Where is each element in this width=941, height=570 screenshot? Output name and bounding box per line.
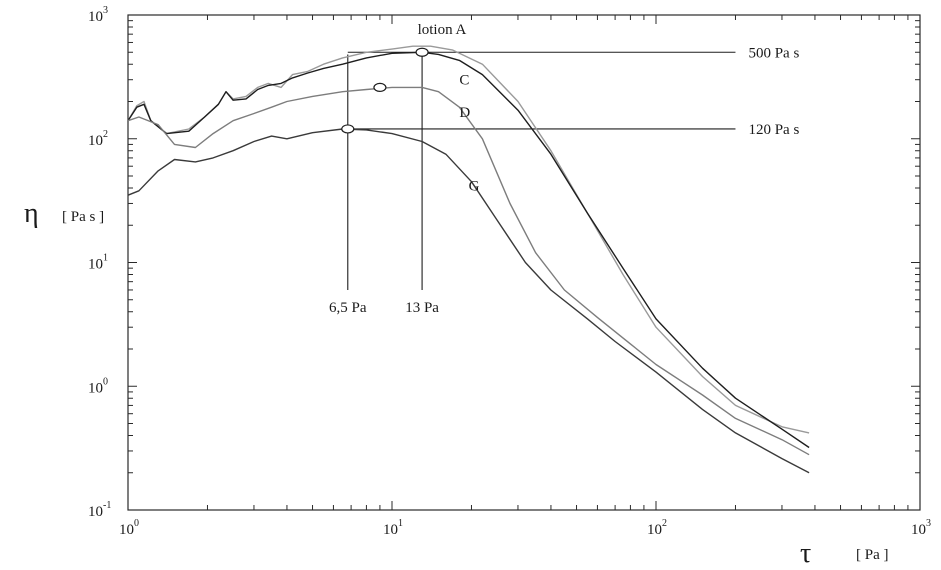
curve-label: C (459, 73, 469, 89)
marker-point (341, 124, 355, 134)
reference-line-label: 120 Pa s (748, 122, 799, 138)
tick-marks (127, 15, 920, 511)
reference-line-label: 500 Pa s (748, 45, 799, 61)
curve-label: G (469, 178, 480, 194)
y-axis-unit: [ Pa s ] (62, 209, 104, 225)
x-tick-label: 100 (119, 518, 139, 538)
y-tick-label: 103 (88, 5, 108, 25)
x-axis-symbol: τ (800, 538, 811, 569)
annotation-labels: 500 Pa s 120 Pa s 6,5 Pa 13 Pa lotion A CD G (329, 22, 799, 316)
curve-label: lotion A (418, 22, 467, 38)
series-line (127, 51, 810, 449)
x-tick-label: 102 (647, 518, 667, 538)
y-tick-label: 100 (88, 376, 108, 396)
vertical-marker-label: 13 Pa (405, 300, 439, 316)
y-tick-label: 101 (88, 253, 108, 273)
x-axis-unit: [ Pa ] (856, 547, 889, 563)
series-line (127, 45, 810, 434)
curve-label: D (459, 105, 470, 121)
x-tick-label: 103 (911, 518, 931, 538)
series-curves (127, 45, 810, 474)
series-line (127, 128, 810, 474)
series-line (127, 86, 810, 456)
tick-labels: 100 101 102 103 10-1 100 101 102 103 (88, 5, 931, 538)
marker-points (341, 47, 429, 134)
marker-point (373, 82, 387, 92)
marker-point (415, 47, 429, 57)
plot-frame (127, 14, 921, 511)
x-tick-label: 101 (383, 518, 403, 538)
vertical-marker-label: 6,5 Pa (329, 300, 367, 316)
reference-lines (347, 51, 736, 290)
y-tick-label: 10-1 (88, 500, 111, 520)
y-tick-label: 102 (88, 129, 108, 149)
y-axis-symbol: η (24, 198, 39, 229)
